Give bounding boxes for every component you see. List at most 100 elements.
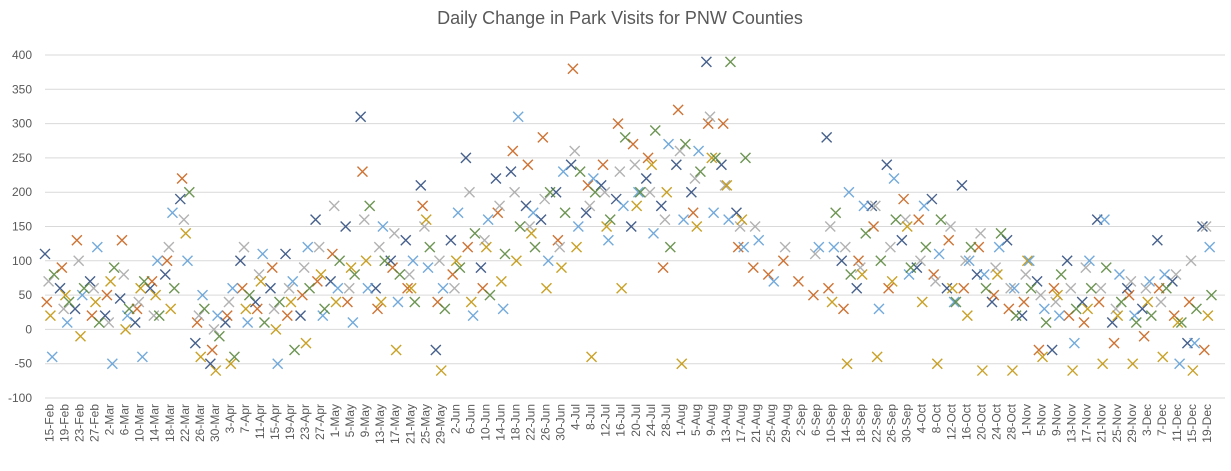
data-point bbox=[1008, 282, 1020, 294]
data-point bbox=[1006, 365, 1018, 377]
data-point bbox=[657, 262, 669, 274]
data-point bbox=[890, 214, 902, 226]
data-point bbox=[178, 214, 190, 226]
data-point bbox=[54, 282, 66, 294]
y-tick-label: 250 bbox=[12, 151, 32, 165]
data-point bbox=[1097, 358, 1109, 370]
data-point bbox=[1093, 296, 1105, 308]
data-point bbox=[349, 269, 361, 281]
y-tick-label: 0 bbox=[25, 322, 32, 336]
data-point bbox=[462, 241, 474, 253]
data-point bbox=[433, 255, 445, 267]
data-point bbox=[993, 241, 1005, 253]
data-point bbox=[1144, 275, 1156, 287]
data-point bbox=[1068, 337, 1080, 349]
data-point bbox=[845, 269, 857, 281]
data-point bbox=[1098, 214, 1110, 226]
data-point bbox=[724, 56, 736, 68]
data-point bbox=[843, 186, 855, 198]
x-tick-label: 2-Mar bbox=[103, 404, 117, 435]
data-point bbox=[828, 241, 840, 253]
data-point bbox=[881, 159, 893, 171]
data-point bbox=[1140, 282, 1152, 294]
data-point bbox=[1121, 282, 1133, 294]
data-point bbox=[1127, 358, 1139, 370]
data-point bbox=[392, 296, 404, 308]
x-tick-label: 7-Apr bbox=[238, 404, 252, 433]
data-point bbox=[642, 152, 654, 164]
data-point bbox=[569, 145, 581, 157]
data-point bbox=[1065, 282, 1077, 294]
data-point bbox=[1145, 310, 1157, 322]
data-point bbox=[580, 207, 592, 219]
data-point bbox=[467, 310, 479, 322]
data-point bbox=[901, 221, 913, 232]
data-point bbox=[617, 200, 629, 212]
data-point bbox=[225, 358, 237, 370]
data-point bbox=[661, 186, 673, 198]
data-point bbox=[403, 269, 415, 281]
x-tick-label: 12-Oct bbox=[944, 403, 958, 440]
x-tick-label: 23-Apr bbox=[298, 404, 312, 440]
data-point bbox=[986, 296, 998, 308]
data-point bbox=[1202, 310, 1214, 322]
data-point bbox=[687, 207, 699, 219]
data-point bbox=[616, 282, 628, 294]
data-point bbox=[1037, 351, 1049, 363]
data-point bbox=[108, 262, 120, 274]
data-point bbox=[1172, 317, 1184, 329]
data-point bbox=[165, 303, 177, 315]
data-point bbox=[978, 269, 990, 281]
data-point bbox=[90, 296, 102, 308]
x-tick-label: 19-Dec bbox=[1200, 404, 1214, 443]
data-point bbox=[723, 214, 735, 226]
data-point bbox=[524, 221, 536, 232]
data-point bbox=[663, 138, 675, 150]
data-point bbox=[234, 255, 246, 267]
data-point bbox=[345, 262, 357, 274]
data-point bbox=[708, 207, 720, 219]
data-point bbox=[574, 166, 586, 178]
data-point bbox=[601, 221, 613, 232]
data-point bbox=[257, 248, 269, 260]
x-tick-label: 8-Jul bbox=[584, 404, 598, 430]
x-tick-label: 30-Jun bbox=[554, 404, 568, 441]
data-point bbox=[933, 248, 945, 260]
data-point bbox=[360, 255, 372, 267]
data-point bbox=[631, 200, 643, 212]
x-tick-label: 8-Oct bbox=[929, 403, 943, 433]
data-point bbox=[208, 323, 220, 335]
data-point bbox=[174, 193, 186, 205]
x-tick-label: 11-Dec bbox=[1170, 404, 1184, 442]
data-point bbox=[1142, 296, 1154, 308]
data-point bbox=[198, 303, 210, 315]
data-point bbox=[302, 241, 314, 253]
x-tick-label: 29-Nov bbox=[1125, 404, 1139, 443]
data-point bbox=[747, 262, 759, 274]
data-point bbox=[738, 241, 750, 253]
data-point bbox=[749, 221, 761, 232]
x-tick-label: 5-Nov bbox=[1035, 404, 1049, 436]
data-point bbox=[1067, 365, 1079, 377]
data-point bbox=[280, 248, 292, 260]
data-point bbox=[813, 241, 825, 253]
y-tick-label: 100 bbox=[12, 254, 32, 268]
data-point bbox=[640, 172, 652, 184]
data-point bbox=[920, 241, 932, 253]
data-point bbox=[525, 227, 537, 239]
data-point bbox=[420, 214, 432, 226]
data-point bbox=[1198, 344, 1210, 356]
data-point bbox=[452, 207, 464, 219]
data-point bbox=[437, 282, 449, 294]
data-point bbox=[372, 303, 383, 315]
data-point bbox=[334, 255, 346, 267]
data-point bbox=[644, 186, 656, 198]
data-point bbox=[409, 296, 421, 308]
data-point bbox=[991, 269, 1003, 281]
data-point bbox=[373, 241, 385, 253]
data-point bbox=[479, 234, 491, 246]
data-point bbox=[131, 303, 143, 315]
data-point bbox=[417, 200, 429, 212]
data-point bbox=[1112, 310, 1124, 322]
y-tick-label: 300 bbox=[12, 117, 32, 131]
